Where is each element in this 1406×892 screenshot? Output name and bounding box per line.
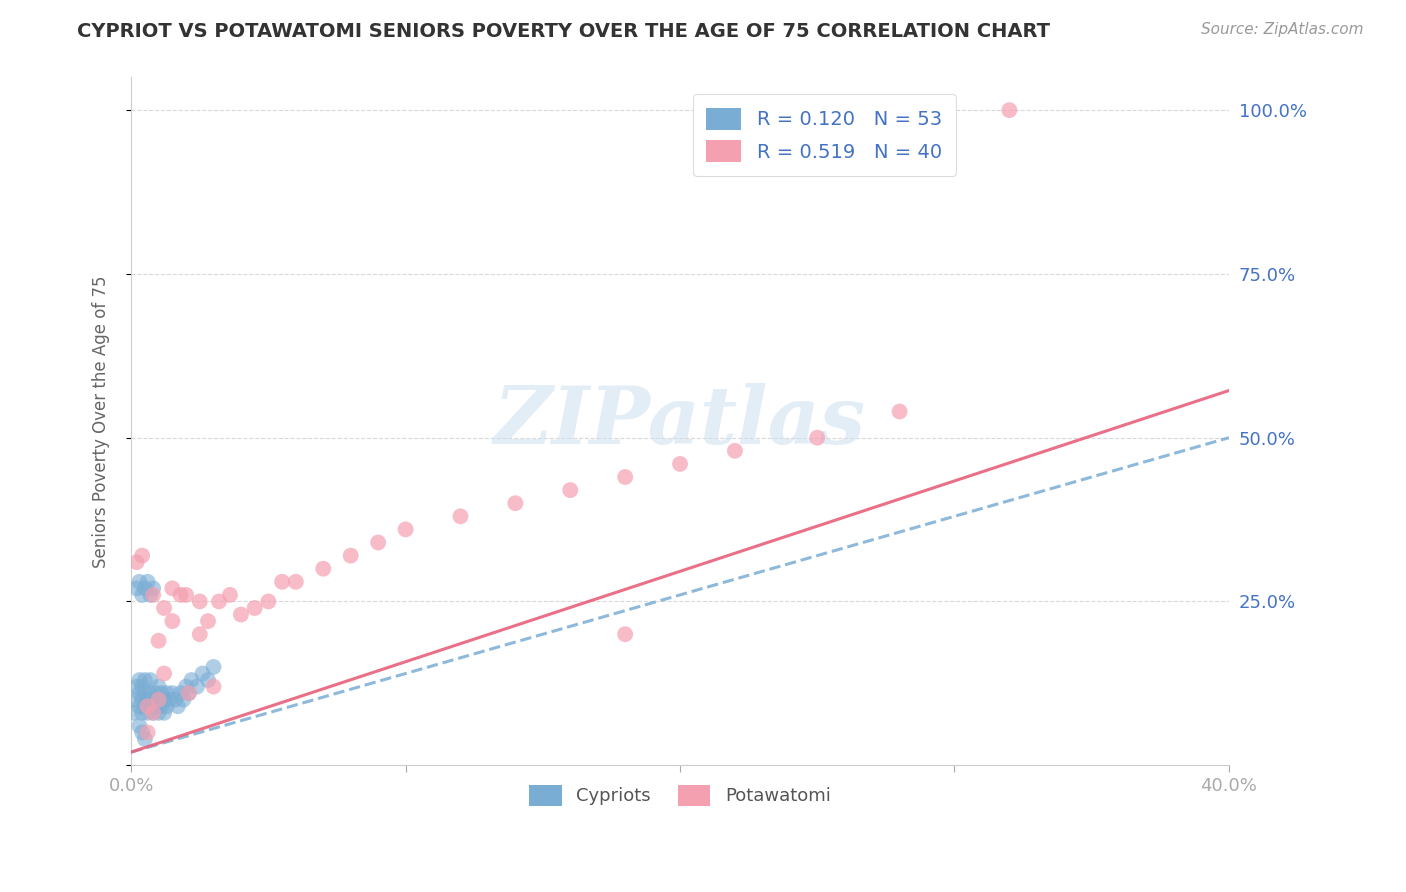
- Point: [148, 692, 170, 706]
- Point: [162, 614, 184, 628]
- Point: [394, 522, 416, 536]
- Point: [125, 555, 148, 569]
- Point: [153, 706, 176, 720]
- Point: [153, 601, 176, 615]
- Point: [128, 699, 150, 714]
- Point: [128, 719, 150, 733]
- Point: [134, 686, 156, 700]
- Point: [614, 470, 637, 484]
- Point: [177, 686, 200, 700]
- Point: [312, 562, 335, 576]
- Point: [202, 680, 225, 694]
- Point: [150, 699, 173, 714]
- Point: [159, 692, 181, 706]
- Point: [191, 666, 214, 681]
- Point: [174, 588, 197, 602]
- Point: [188, 594, 211, 608]
- Point: [136, 725, 159, 739]
- Point: [145, 686, 167, 700]
- Point: [208, 594, 231, 608]
- Point: [150, 686, 173, 700]
- Point: [169, 588, 191, 602]
- Point: [142, 706, 165, 720]
- Point: [257, 594, 280, 608]
- Y-axis label: Seniors Poverty Over the Age of 75: Seniors Poverty Over the Age of 75: [93, 275, 110, 567]
- Point: [186, 680, 208, 694]
- Point: [145, 699, 167, 714]
- Point: [139, 673, 162, 687]
- Point: [134, 699, 156, 714]
- Point: [125, 680, 148, 694]
- Point: [131, 725, 153, 739]
- Point: [153, 666, 176, 681]
- Point: [339, 549, 361, 563]
- Point: [142, 582, 165, 596]
- Point: [165, 692, 187, 706]
- Point: [197, 614, 219, 628]
- Point: [122, 706, 145, 720]
- Point: [148, 692, 170, 706]
- Point: [188, 627, 211, 641]
- Point: [724, 443, 747, 458]
- Point: [998, 103, 1021, 118]
- Legend: Cypriots, Potawatomi: Cypriots, Potawatomi: [520, 776, 839, 814]
- Point: [156, 686, 179, 700]
- Text: CYPRIOT VS POTAWATOMI SENIORS POVERTY OVER THE AGE OF 75 CORRELATION CHART: CYPRIOT VS POTAWATOMI SENIORS POVERTY OV…: [77, 22, 1050, 41]
- Point: [134, 731, 156, 746]
- Point: [197, 673, 219, 687]
- Text: ZIPatlas: ZIPatlas: [494, 383, 866, 460]
- Point: [174, 680, 197, 694]
- Point: [128, 686, 150, 700]
- Point: [202, 660, 225, 674]
- Point: [142, 706, 165, 720]
- Point: [125, 692, 148, 706]
- Point: [614, 627, 637, 641]
- Point: [139, 686, 162, 700]
- Point: [806, 431, 828, 445]
- Point: [136, 692, 159, 706]
- Point: [142, 692, 165, 706]
- Point: [134, 673, 156, 687]
- Point: [172, 692, 194, 706]
- Point: [889, 404, 911, 418]
- Point: [177, 686, 200, 700]
- Point: [128, 574, 150, 589]
- Text: Source: ZipAtlas.com: Source: ZipAtlas.com: [1201, 22, 1364, 37]
- Point: [153, 692, 176, 706]
- Point: [125, 582, 148, 596]
- Point: [284, 574, 307, 589]
- Point: [139, 699, 162, 714]
- Point: [148, 633, 170, 648]
- Point: [131, 588, 153, 602]
- Point: [560, 483, 582, 497]
- Point: [219, 588, 242, 602]
- Point: [136, 699, 159, 714]
- Point: [229, 607, 252, 622]
- Point: [162, 686, 184, 700]
- Point: [136, 574, 159, 589]
- Point: [367, 535, 389, 549]
- Point: [450, 509, 472, 524]
- Point: [128, 673, 150, 687]
- Point: [131, 680, 153, 694]
- Point: [142, 588, 165, 602]
- Point: [271, 574, 294, 589]
- Point: [131, 692, 153, 706]
- Point: [136, 706, 159, 720]
- Point: [148, 706, 170, 720]
- Point: [131, 549, 153, 563]
- Point: [243, 601, 266, 615]
- Point: [134, 582, 156, 596]
- Point: [139, 588, 162, 602]
- Point: [169, 686, 191, 700]
- Point: [162, 582, 184, 596]
- Point: [180, 673, 202, 687]
- Point: [669, 457, 692, 471]
- Point: [505, 496, 527, 510]
- Point: [156, 699, 179, 714]
- Point: [131, 706, 153, 720]
- Point: [148, 680, 170, 694]
- Point: [166, 699, 188, 714]
